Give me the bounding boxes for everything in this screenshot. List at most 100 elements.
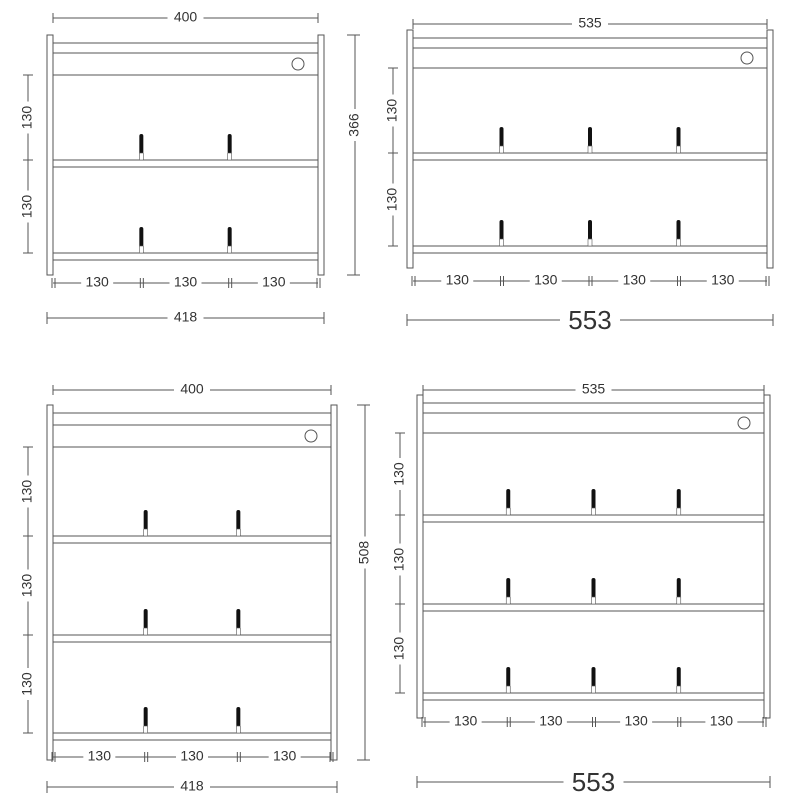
shelf bbox=[422, 692, 765, 701]
bottom-width: 130 bbox=[446, 272, 470, 288]
hook-base bbox=[591, 507, 596, 516]
label-bg bbox=[392, 458, 408, 490]
shelf bbox=[52, 732, 332, 741]
bottom-width: 130 bbox=[262, 274, 286, 290]
label-bg bbox=[20, 569, 36, 602]
shelf bbox=[52, 159, 319, 168]
label-bg bbox=[268, 749, 301, 765]
logo bbox=[740, 51, 754, 65]
total-width: 418 bbox=[174, 309, 198, 325]
shelf bbox=[52, 252, 319, 261]
hook bbox=[588, 220, 592, 240]
label-bg bbox=[20, 668, 36, 700]
label-bg bbox=[347, 109, 363, 141]
label-bg bbox=[441, 273, 474, 289]
side-height: 130 bbox=[384, 188, 400, 212]
hook bbox=[227, 134, 232, 154]
label-bg bbox=[357, 536, 373, 569]
hook-base bbox=[499, 145, 504, 154]
label-bg bbox=[176, 749, 208, 765]
label-bg bbox=[20, 475, 36, 508]
hook-base bbox=[587, 145, 593, 154]
hook bbox=[506, 667, 511, 687]
total-width: 418 bbox=[180, 778, 204, 794]
post bbox=[416, 394, 424, 719]
hook-base bbox=[143, 528, 148, 537]
label-bg bbox=[705, 714, 738, 730]
label-bg bbox=[449, 714, 482, 730]
hook-base bbox=[505, 596, 511, 605]
hook bbox=[143, 609, 148, 629]
side-height: 130 bbox=[391, 462, 407, 486]
side-height: 130 bbox=[384, 99, 400, 123]
hook-base bbox=[676, 685, 682, 694]
hook-base bbox=[505, 507, 511, 516]
bottom-width: 130 bbox=[710, 713, 734, 729]
post bbox=[46, 34, 54, 276]
side-height: 130 bbox=[19, 195, 35, 219]
hook bbox=[143, 510, 148, 530]
bottom-width: 130 bbox=[174, 274, 198, 290]
label-bg bbox=[81, 275, 114, 291]
post bbox=[763, 394, 771, 719]
label-bg bbox=[20, 101, 36, 134]
top-width: 400 bbox=[180, 381, 204, 397]
side-height: 130 bbox=[391, 637, 407, 661]
label-bg bbox=[392, 543, 408, 576]
bottom-width: 130 bbox=[273, 748, 297, 764]
label-bg bbox=[575, 382, 612, 398]
hook bbox=[506, 578, 511, 598]
label-bg bbox=[167, 10, 204, 26]
shelf bbox=[52, 535, 332, 544]
bottom-width: 130 bbox=[454, 713, 478, 729]
hook-base bbox=[676, 145, 681, 154]
bottom-width: 130 bbox=[624, 713, 648, 729]
top-width: 535 bbox=[578, 15, 602, 31]
hook bbox=[506, 489, 511, 509]
top-width: 400 bbox=[174, 9, 198, 25]
hook-base bbox=[236, 627, 241, 636]
hook-base bbox=[505, 685, 511, 694]
post bbox=[46, 404, 54, 761]
label-bg bbox=[560, 306, 620, 334]
post bbox=[766, 29, 774, 269]
hook-base bbox=[591, 685, 596, 694]
bottom-width: 130 bbox=[711, 272, 735, 288]
hook-base bbox=[676, 238, 681, 247]
label-bg bbox=[706, 273, 739, 289]
top-width: 535 bbox=[582, 381, 606, 397]
label-bg bbox=[167, 304, 204, 332]
hook-base bbox=[499, 238, 504, 247]
hook-base bbox=[143, 725, 148, 734]
hook bbox=[591, 578, 596, 598]
hook bbox=[591, 667, 596, 687]
hook bbox=[139, 134, 144, 154]
label-bg bbox=[20, 190, 36, 223]
hook-base bbox=[676, 507, 682, 516]
label-bg bbox=[392, 632, 408, 665]
hook bbox=[676, 578, 681, 598]
hook-base bbox=[139, 152, 144, 161]
label-bg bbox=[618, 273, 651, 289]
label-bg bbox=[572, 16, 608, 32]
hook bbox=[143, 707, 148, 727]
shelf bbox=[412, 152, 768, 161]
total-width: 553 bbox=[572, 767, 615, 797]
hook bbox=[236, 609, 241, 629]
logo bbox=[291, 57, 305, 71]
logo bbox=[304, 429, 318, 443]
shelf bbox=[412, 245, 768, 254]
total-height: 366 bbox=[346, 113, 362, 137]
hook bbox=[676, 667, 681, 687]
label-bg bbox=[563, 768, 624, 796]
label-bg bbox=[174, 773, 210, 800]
hook-base bbox=[587, 238, 593, 247]
shelf bbox=[422, 514, 765, 523]
hook-base bbox=[227, 152, 232, 161]
label-bg bbox=[620, 714, 653, 730]
hook bbox=[139, 227, 144, 247]
label-bg bbox=[385, 183, 401, 216]
shelf bbox=[52, 634, 332, 643]
post bbox=[317, 34, 325, 276]
label-bg bbox=[385, 94, 401, 127]
